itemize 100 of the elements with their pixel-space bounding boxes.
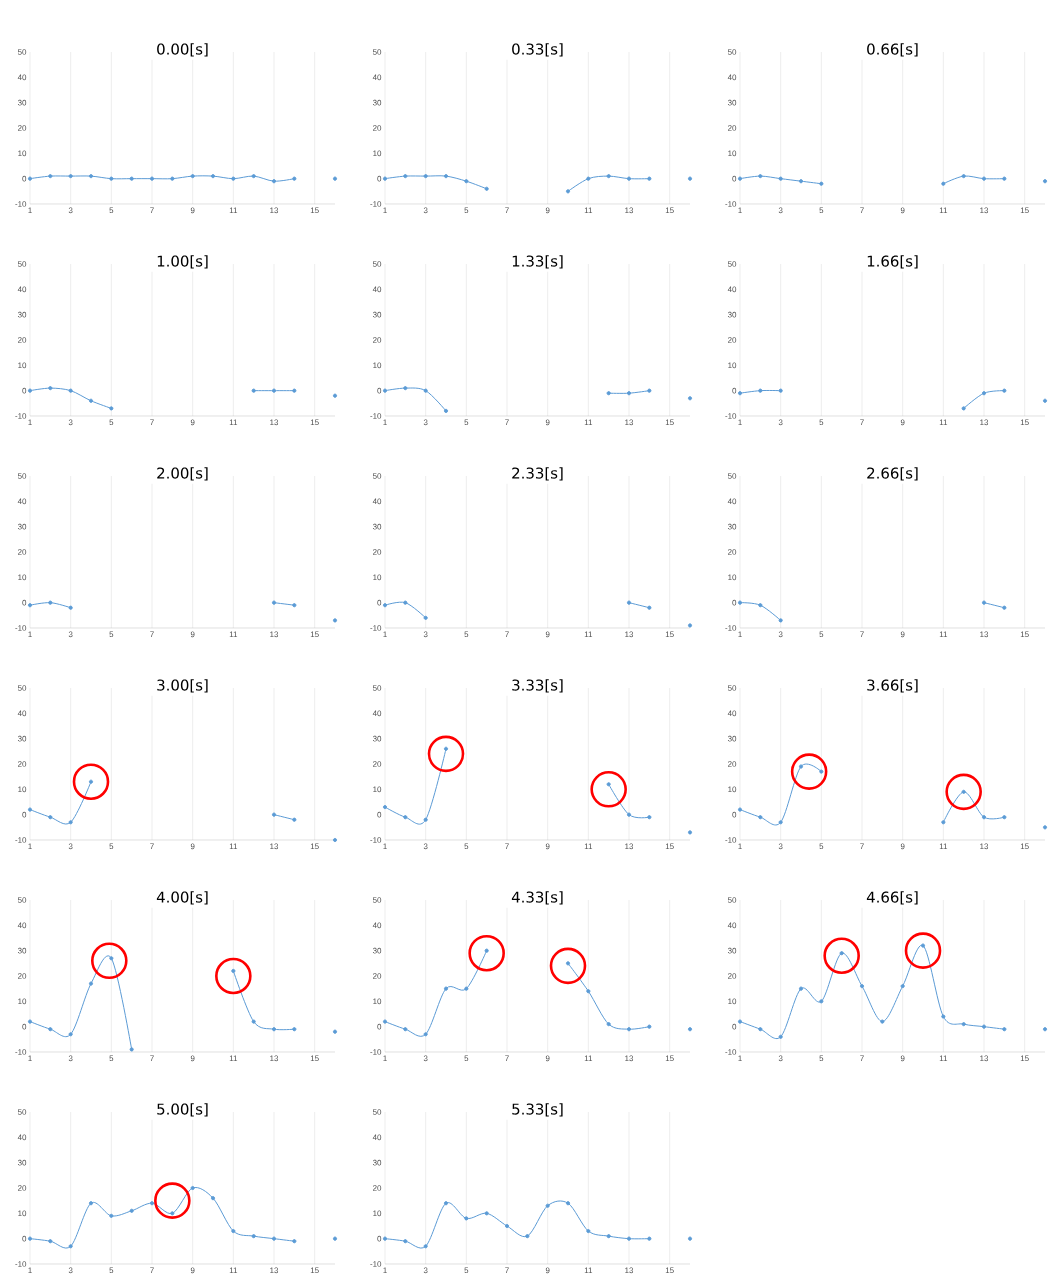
point — [758, 1027, 763, 1032]
point — [647, 1236, 652, 1241]
point — [606, 782, 611, 787]
point — [484, 1211, 489, 1216]
point — [1042, 398, 1048, 403]
point — [687, 830, 693, 835]
point — [606, 1234, 611, 1239]
point — [403, 1239, 408, 1244]
point — [1002, 388, 1007, 393]
point — [758, 815, 763, 820]
point — [27, 388, 33, 393]
point — [443, 408, 449, 414]
point — [737, 1019, 743, 1024]
point — [332, 837, 338, 843]
point — [382, 388, 388, 393]
point — [484, 948, 489, 953]
point — [839, 951, 844, 956]
point — [292, 603, 297, 608]
point — [981, 815, 987, 820]
point — [332, 393, 338, 398]
point — [504, 1223, 510, 1229]
point — [48, 600, 53, 605]
chart-title: 0.33[s] — [512, 43, 563, 57]
point — [626, 1236, 632, 1241]
point — [758, 388, 763, 393]
point — [68, 820, 73, 825]
point — [129, 1047, 134, 1052]
point — [170, 1211, 175, 1216]
point — [647, 1024, 652, 1029]
point — [403, 1027, 408, 1032]
point — [423, 174, 428, 179]
point — [778, 1034, 783, 1039]
point — [27, 807, 33, 812]
point — [961, 406, 966, 411]
point — [423, 817, 428, 822]
point — [586, 989, 591, 994]
point — [687, 176, 693, 181]
point — [586, 176, 591, 181]
point — [48, 1027, 53, 1032]
chart-title: 3.66[s] — [867, 679, 918, 693]
point — [88, 981, 94, 986]
point — [880, 1019, 885, 1024]
point — [647, 815, 652, 820]
point — [626, 812, 632, 817]
point — [251, 388, 256, 393]
chart-title: 1.00[s] — [157, 255, 208, 269]
point — [565, 189, 571, 194]
chart-title: 5.33[s] — [512, 1103, 563, 1117]
point — [647, 388, 652, 393]
point — [403, 386, 408, 391]
point — [443, 746, 449, 751]
point — [443, 174, 449, 179]
point — [271, 812, 277, 817]
point — [332, 1029, 338, 1034]
point — [68, 388, 73, 393]
point — [403, 174, 408, 179]
point — [778, 388, 783, 393]
chart-title: 3.33[s] — [512, 679, 563, 693]
point — [27, 603, 33, 608]
point — [68, 1032, 73, 1037]
point — [292, 817, 297, 822]
point — [292, 388, 297, 393]
point — [68, 1244, 73, 1249]
point — [382, 603, 388, 608]
point — [626, 1027, 632, 1032]
chart-title: 4.33[s] — [511, 891, 563, 905]
point — [109, 1213, 114, 1218]
point — [109, 406, 114, 411]
point — [48, 1239, 53, 1244]
point — [149, 1201, 155, 1206]
chart-title: 1.66[s] — [867, 255, 918, 269]
point — [565, 961, 571, 966]
point — [443, 1201, 449, 1206]
point — [464, 1216, 469, 1221]
point — [271, 1027, 277, 1032]
point — [251, 1234, 256, 1239]
point — [1002, 605, 1007, 610]
point — [271, 1236, 277, 1241]
point — [190, 1185, 195, 1191]
point — [626, 176, 632, 181]
point — [403, 600, 408, 605]
point — [271, 388, 277, 393]
point — [423, 1032, 428, 1037]
chart-title: 4.00[s] — [156, 891, 208, 905]
point — [545, 1203, 550, 1208]
point — [737, 600, 743, 605]
point — [1042, 1027, 1048, 1032]
point — [687, 396, 693, 401]
point — [68, 605, 73, 610]
chart-title: 5.00[s] — [157, 1103, 208, 1117]
point — [332, 618, 338, 623]
point — [687, 1027, 693, 1032]
point — [292, 1239, 297, 1244]
chart-title: 4.66[s] — [866, 891, 918, 905]
point — [231, 1228, 236, 1234]
point — [423, 615, 428, 620]
point — [525, 1234, 530, 1239]
point — [819, 999, 824, 1004]
point — [687, 623, 693, 628]
point — [88, 398, 94, 403]
